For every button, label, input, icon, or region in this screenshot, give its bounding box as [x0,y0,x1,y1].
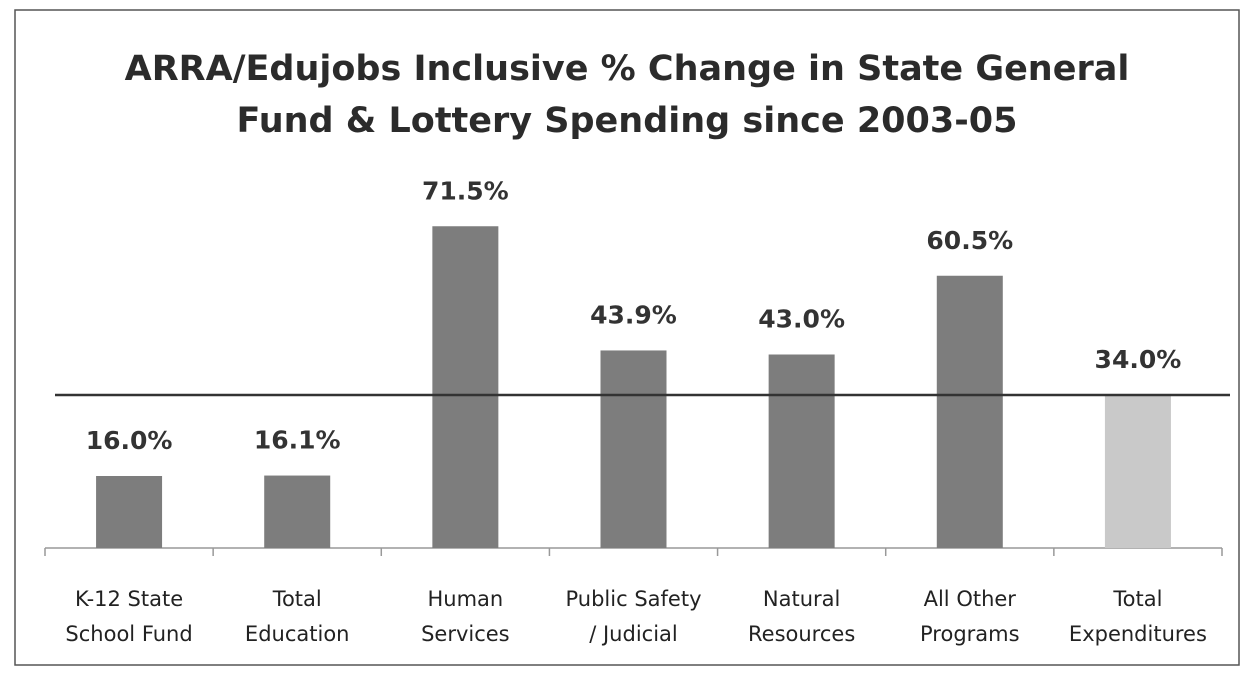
bar [936,275,1003,548]
value-label: 34.0% [1095,345,1182,374]
bar [768,354,835,548]
value-label: 71.5% [422,176,509,205]
value-label: 43.9% [590,300,677,329]
x-tick-label: School Fund [65,622,192,646]
chart-title: Fund & Lottery Spending since 2003-05 [237,101,1018,141]
x-tick-label: Natural [763,587,840,611]
x-tick-label: All Other [924,587,1017,611]
x-tick-label: Resources [748,622,855,646]
bar [600,350,667,548]
x-tick-label: Programs [920,622,1020,646]
bar [432,226,499,548]
x-tick-label: Expenditures [1069,622,1207,646]
value-label: 60.5% [926,226,1013,255]
bar [96,476,163,548]
x-tick-label: Human [427,587,503,611]
x-tick-label: Total [272,587,322,611]
bar [1104,395,1171,548]
x-tick-label: Education [245,622,350,646]
chart-title: ARRA/Edujobs Inclusive % Change in State… [125,49,1130,89]
x-tick-label: K-12 State [75,587,183,611]
bar [264,475,331,548]
value-label: 16.1% [254,426,341,455]
x-tick-label: Services [421,622,510,646]
x-tick-label: Total [1112,587,1162,611]
value-label: 43.0% [758,305,845,334]
x-tick-label: / Judicial [589,622,678,646]
value-label: 16.0% [86,426,173,455]
chart-border [14,9,1240,666]
x-tick-label: Public Safety [566,587,702,611]
